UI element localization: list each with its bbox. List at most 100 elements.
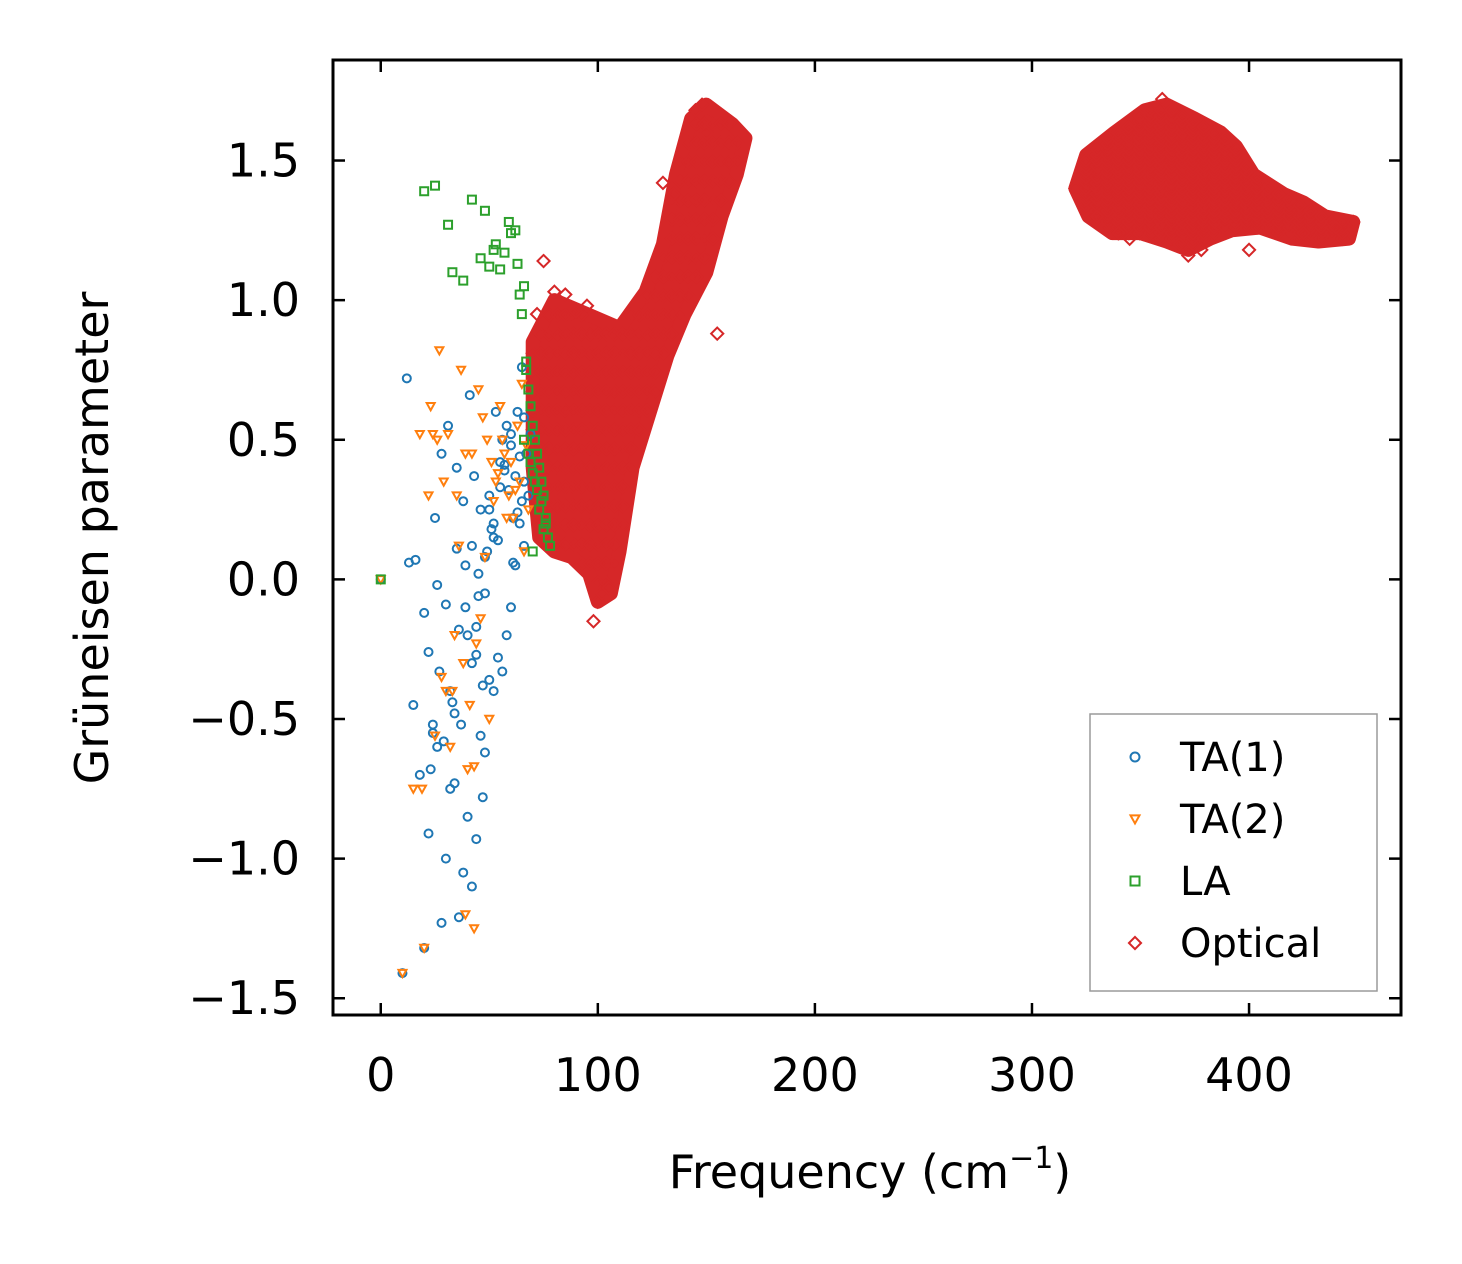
optical-point xyxy=(1228,197,1244,213)
optical-point xyxy=(709,326,725,342)
optical-point xyxy=(1099,180,1115,196)
optical-point xyxy=(705,211,721,227)
optical-point xyxy=(1185,130,1201,146)
optical-point xyxy=(1217,169,1233,185)
ta2-point xyxy=(505,457,517,469)
la-point xyxy=(475,253,486,264)
optical-point xyxy=(1313,214,1329,230)
optical-point xyxy=(1153,203,1169,219)
optical-point xyxy=(1238,192,1254,208)
optical-point xyxy=(1164,180,1180,196)
optical-point xyxy=(1164,214,1180,230)
ta2-point xyxy=(455,365,467,377)
optical-point xyxy=(1217,153,1233,169)
ta1-point xyxy=(519,540,530,551)
la-point xyxy=(529,476,540,487)
optical-point xyxy=(1292,197,1308,213)
optical-point xyxy=(1174,192,1190,208)
la-point xyxy=(521,356,532,367)
optical-point xyxy=(1196,164,1212,180)
optical-point xyxy=(1121,197,1137,213)
optical-point xyxy=(1324,220,1340,236)
optical-point xyxy=(1164,208,1180,224)
optical-point xyxy=(1260,208,1276,224)
optical-point xyxy=(1153,102,1169,118)
optical-point xyxy=(1206,180,1222,196)
optical-point xyxy=(1142,197,1158,213)
optical-point xyxy=(1142,220,1158,236)
optical-point xyxy=(1174,208,1190,224)
optical-point xyxy=(1217,175,1233,191)
ta1-point xyxy=(427,719,438,730)
optical-point xyxy=(1174,108,1190,124)
optical-point xyxy=(1295,225,1311,241)
ta1-point xyxy=(506,429,516,440)
legend-label: TA(2) xyxy=(1179,797,1285,843)
optical-point xyxy=(1185,147,1201,163)
optical-point xyxy=(1217,208,1233,224)
optical-point xyxy=(1110,169,1126,185)
optical-point xyxy=(1206,225,1222,241)
plot-frame xyxy=(331,58,1403,1017)
optical-point xyxy=(1241,242,1257,258)
optical-point xyxy=(1249,214,1265,230)
optical-point xyxy=(1078,153,1094,169)
optical-point xyxy=(1238,175,1254,191)
x-axis-title-superscript: −1 xyxy=(1009,1141,1053,1176)
optical-point xyxy=(607,556,623,571)
optical-point xyxy=(1174,153,1190,169)
ta1-point xyxy=(464,390,475,401)
optical-point xyxy=(1292,220,1308,236)
optical-point xyxy=(1132,180,1147,196)
optical-point xyxy=(1206,164,1222,180)
la-point xyxy=(458,275,469,286)
optical-point xyxy=(1164,125,1180,141)
optical-point xyxy=(1174,180,1190,196)
ta1-point xyxy=(492,535,503,546)
optical-point xyxy=(1099,203,1115,219)
optical-point xyxy=(631,422,647,438)
ta1-point xyxy=(449,708,460,719)
ta2-point xyxy=(485,457,498,469)
ta2-point xyxy=(496,435,509,446)
ta2-point xyxy=(461,765,474,776)
optical-point xyxy=(1196,125,1212,141)
optical-point xyxy=(1174,158,1190,174)
legend-marker xyxy=(1129,751,1141,763)
ta1-point xyxy=(506,440,516,451)
optical-point xyxy=(1089,153,1105,169)
ta1-point xyxy=(477,792,488,803)
ta2-point xyxy=(416,784,428,795)
optical-point xyxy=(579,298,595,314)
ta2-point xyxy=(511,421,524,432)
la-point xyxy=(495,264,506,275)
la-point xyxy=(534,462,545,473)
optical-point xyxy=(1335,220,1351,236)
optical-point xyxy=(1270,203,1286,219)
ta1-point xyxy=(410,554,421,565)
optical-point xyxy=(1153,180,1169,196)
optical-point xyxy=(688,269,704,285)
optical-point xyxy=(1238,186,1254,202)
optical-point xyxy=(1164,108,1180,124)
ta1-point xyxy=(473,591,484,602)
optical-point xyxy=(1217,192,1233,208)
la-point xyxy=(545,540,556,551)
optical-point xyxy=(1270,220,1286,236)
ta2-point xyxy=(431,435,443,446)
optical-point xyxy=(1132,197,1147,213)
optical-point xyxy=(1196,225,1212,241)
legend-marker xyxy=(1129,875,1141,887)
optical-point xyxy=(1174,220,1190,236)
optical-point xyxy=(1164,113,1180,129)
optical-point xyxy=(1110,147,1126,163)
ta1-point xyxy=(419,607,430,618)
ta2-point xyxy=(429,731,441,742)
optical-point xyxy=(1132,225,1147,241)
la-point xyxy=(527,420,538,431)
optical-point xyxy=(1132,208,1147,224)
la-point xyxy=(430,180,441,191)
ta1-point xyxy=(497,666,508,677)
optical-point xyxy=(1153,158,1169,174)
optical-point xyxy=(1249,208,1265,224)
